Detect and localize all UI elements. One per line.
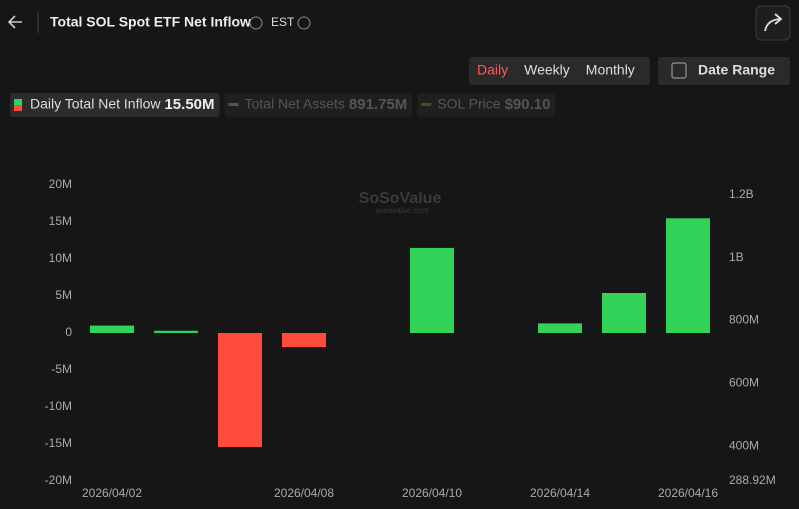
- period-button[interactable]: Daily: [477, 62, 508, 78]
- legend-swatch: [228, 103, 239, 106]
- date-range-label: Date Range: [698, 62, 775, 78]
- y2-tick-label: 1.2B: [729, 187, 754, 201]
- bar[interactable]: [218, 333, 262, 447]
- y2-tick-label: 288.92M: [729, 473, 776, 487]
- y2-tick-label: 1B: [729, 250, 744, 264]
- x-tick-label: 2026/04/10: [402, 486, 462, 500]
- bar[interactable]: [282, 333, 326, 348]
- legend-value: 891.75M: [349, 96, 407, 113]
- legend-chip: [417, 93, 556, 117]
- y2-tick-label: 400M: [729, 438, 759, 452]
- watermark-site: sosovalue.com: [375, 206, 429, 215]
- info-icon[interactable]: [297, 16, 311, 30]
- legend-chip: [10, 93, 220, 117]
- period-group: [469, 57, 650, 85]
- share-icon: [764, 13, 783, 32]
- watermark-brand: SoSoValue: [359, 190, 442, 207]
- legend-swatch: [421, 103, 432, 106]
- bar[interactable]: [538, 323, 582, 333]
- x-tick-label: 2026/04/16: [658, 486, 718, 500]
- y-tick-label: -20M: [45, 473, 72, 487]
- timezone: EST: [271, 15, 295, 29]
- legend-name: Total Net Assets: [245, 96, 345, 112]
- y-tick-label: 20M: [49, 177, 72, 191]
- period-button[interactable]: Monthly: [586, 62, 635, 78]
- calendar-icon: [671, 62, 687, 79]
- y-tick-label: 15M: [49, 214, 72, 228]
- y2-tick-label: 600M: [729, 376, 759, 390]
- y-tick-label: -10M: [45, 399, 72, 413]
- legend-item[interactable]: SOL Price $90.10: [417, 93, 556, 117]
- date-range-button[interactable]: [658, 57, 790, 85]
- legend-swatch: [14, 99, 22, 105]
- period-button[interactable]: Weekly: [524, 62, 570, 78]
- back-button[interactable]: [7, 15, 22, 29]
- bar[interactable]: [154, 330, 198, 333]
- legend-name: SOL Price: [437, 96, 500, 112]
- x-tick-label: 2026/04/14: [530, 486, 590, 500]
- legend-value: 15.50M: [164, 96, 214, 113]
- title: Total SOL Spot ETF Net Inflow: [50, 14, 251, 30]
- x-tick-label: 2026/04/08: [274, 486, 334, 500]
- legend-name: Daily Total Net Inflow: [30, 96, 161, 112]
- y-tick-label: 0: [65, 325, 72, 339]
- share-button[interactable]: [755, 5, 791, 41]
- legend-item[interactable]: Total Net Assets 891.75M: [224, 93, 413, 117]
- legend-chip: [224, 93, 413, 117]
- y-tick-label: 10M: [49, 251, 72, 265]
- x-tick-label: 2026/04/02: [82, 486, 142, 500]
- y-tick-label: 5M: [55, 288, 72, 302]
- bar[interactable]: [666, 218, 710, 333]
- info-icon[interactable]: [249, 16, 263, 30]
- bar[interactable]: [410, 247, 454, 333]
- legend-value: $90.10: [505, 96, 551, 113]
- y2-tick-label: 800M: [729, 313, 759, 327]
- bar[interactable]: [90, 325, 134, 333]
- legend-item[interactable]: Daily Total Net Inflow 15.50M: [10, 93, 220, 117]
- y-tick-label: -5M: [51, 362, 72, 376]
- bar[interactable]: [602, 293, 646, 333]
- y-tick-label: -15M: [45, 436, 72, 450]
- legend-swatch: [14, 105, 22, 111]
